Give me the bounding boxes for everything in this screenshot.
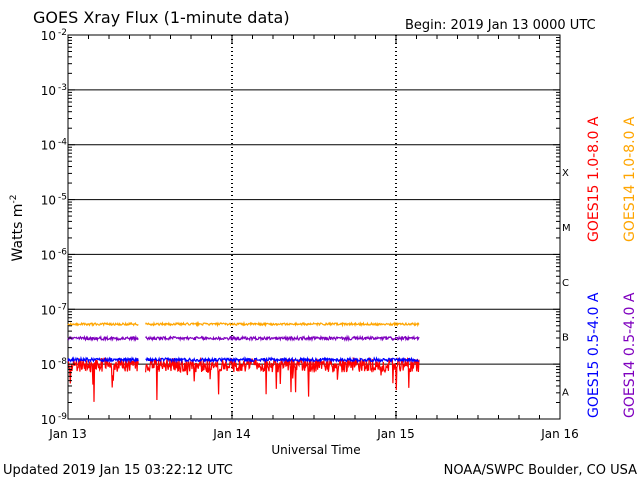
y-tick-exponent: -8 [58,357,67,367]
updated-label: Updated 2019 Jan 15 03:22:12 UTC [3,463,233,478]
x-axis: Jan 13 Jan 14 Jan 15 Jan 16 [48,35,579,441]
y-tick-exponent: -4 [58,138,67,148]
chart-title: GOES Xray Flux (1-minute data) [33,8,290,27]
legend-entry: GOES14 1.0-8.0 A [622,116,638,242]
y-tick-exponent: -6 [58,247,67,257]
y-tick-label: 10 [41,29,56,43]
series-line [67,356,420,402]
flare-class-label: X [562,168,569,179]
y-tick-label: 10 [41,358,56,372]
legend-entry: GOES15 1.0-8.0 A [586,116,602,242]
y-tick-exponent: -9 [58,412,67,422]
x-tick-label: Jan 15 [376,427,415,441]
series-line [67,334,420,343]
x-tick-label: Jan 13 [48,427,87,441]
y-tick-exponent: -7 [58,302,67,312]
x-axis-label: Universal Time [271,443,360,457]
x-tick-label: Jan 16 [540,427,579,441]
y-axis-label: Watts m-2 [9,195,26,262]
flare-class-label: C [562,278,569,289]
credit-label: NOAA/SWPC Boulder, CO USA [444,463,637,478]
series-group [67,320,420,402]
series-line [67,355,420,364]
grid [68,35,560,419]
y-tick-label: 10 [41,413,56,427]
y-tick-label: 10 [41,194,56,208]
y-axis: 10-210-310-410-510-610-710-810-9 [41,28,560,427]
y-tick-label: 10 [41,248,56,262]
y-tick-exponent: -5 [58,193,67,203]
begin-label: Begin: 2019 Jan 13 0000 UTC [405,18,596,33]
flare-class-label: M [562,223,571,234]
flare-class-label: B [562,333,569,344]
legend-entry: GOES15 0.5-4.0 A [586,292,602,418]
legend-entry: GOES14 0.5-4.0 A [622,292,638,418]
series-line [67,320,420,328]
flare-class-label: A [562,388,569,399]
y-tick-exponent: -3 [58,83,67,93]
y-tick-label: 10 [41,139,56,153]
y-axis-label-group: Watts m-2 [9,195,26,262]
y-tick-exponent: -2 [58,28,67,38]
legend: GOES15 1.0-8.0 A GOES14 1.0-8.0 A GOES15 0… [586,116,638,418]
y-tick-label: 10 [41,84,56,98]
y-tick-label: 10 [41,303,56,317]
x-tick-label: Jan 14 [212,427,251,441]
flare-class-labels: X M C B A [562,168,571,398]
